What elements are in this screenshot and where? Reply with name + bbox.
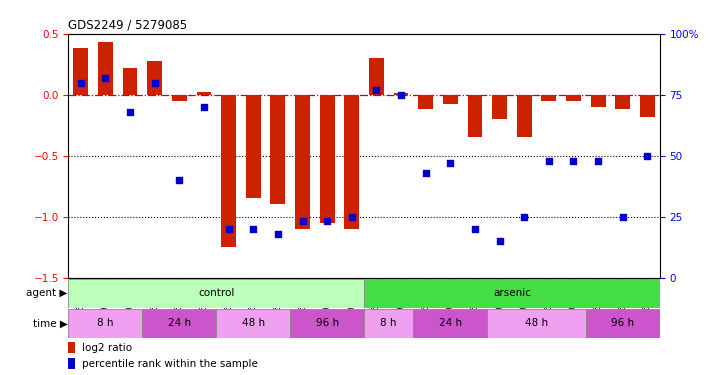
Text: 8 h: 8 h	[97, 318, 114, 328]
Bar	[364, 279, 660, 308]
Point	[75, 80, 87, 86]
Bar	[585, 309, 660, 338]
Bar	[394, 93, 408, 95]
Bar	[640, 95, 655, 117]
Point	[469, 226, 481, 232]
Text: 48 h: 48 h	[242, 318, 265, 328]
Text: 8 h: 8 h	[381, 318, 397, 328]
Bar	[566, 95, 581, 101]
Bar	[142, 309, 216, 338]
Bar	[147, 60, 162, 95]
Point	[297, 218, 309, 224]
Bar	[295, 95, 310, 229]
Text: 24 h: 24 h	[439, 318, 462, 328]
Point	[494, 238, 505, 244]
Bar	[74, 48, 88, 95]
Point	[617, 214, 629, 220]
Point	[395, 92, 407, 98]
Bar	[443, 95, 458, 104]
Point	[420, 170, 431, 176]
Text: GDS2249 / 5279085: GDS2249 / 5279085	[68, 18, 187, 31]
Point	[124, 109, 136, 115]
Bar	[413, 309, 487, 338]
Point	[223, 226, 234, 232]
Bar	[319, 95, 335, 223]
Bar	[68, 358, 75, 369]
Text: time ▶: time ▶	[33, 318, 68, 328]
Point	[445, 160, 456, 166]
Text: agent ▶: agent ▶	[27, 288, 68, 298]
Bar	[172, 95, 187, 101]
Point	[346, 214, 358, 220]
Bar	[345, 95, 359, 229]
Text: log2 ratio: log2 ratio	[81, 343, 132, 353]
Point	[371, 87, 382, 93]
Point	[567, 158, 579, 164]
Bar	[68, 342, 75, 353]
Text: 96 h: 96 h	[316, 318, 339, 328]
Bar	[467, 95, 482, 137]
Point	[272, 231, 283, 237]
Bar	[216, 309, 290, 338]
Bar	[590, 95, 606, 107]
Point	[247, 226, 259, 232]
Bar	[290, 309, 364, 338]
Point	[642, 153, 653, 159]
Point	[543, 158, 554, 164]
Bar	[364, 309, 413, 338]
Text: 24 h: 24 h	[168, 318, 191, 328]
Point	[174, 177, 185, 183]
Bar	[487, 309, 585, 338]
Bar	[246, 95, 261, 198]
Bar	[616, 95, 630, 110]
Text: control: control	[198, 288, 234, 298]
Bar	[517, 95, 531, 137]
Bar	[369, 58, 384, 95]
Point	[322, 218, 333, 224]
Bar	[68, 309, 143, 338]
Bar	[418, 95, 433, 110]
Point	[518, 214, 530, 220]
Bar	[123, 68, 138, 95]
Point	[593, 158, 604, 164]
Bar	[541, 95, 557, 101]
Text: arsenic: arsenic	[493, 288, 531, 298]
Point	[149, 80, 161, 86]
Bar	[68, 279, 364, 308]
Bar	[270, 95, 286, 204]
Point	[99, 75, 111, 81]
Text: 48 h: 48 h	[525, 318, 548, 328]
Text: percentile rank within the sample: percentile rank within the sample	[81, 359, 257, 369]
Text: 96 h: 96 h	[611, 318, 634, 328]
Bar	[197, 92, 211, 95]
Point	[198, 104, 210, 110]
Bar	[492, 95, 507, 119]
Bar	[98, 42, 112, 95]
Bar	[221, 95, 236, 247]
